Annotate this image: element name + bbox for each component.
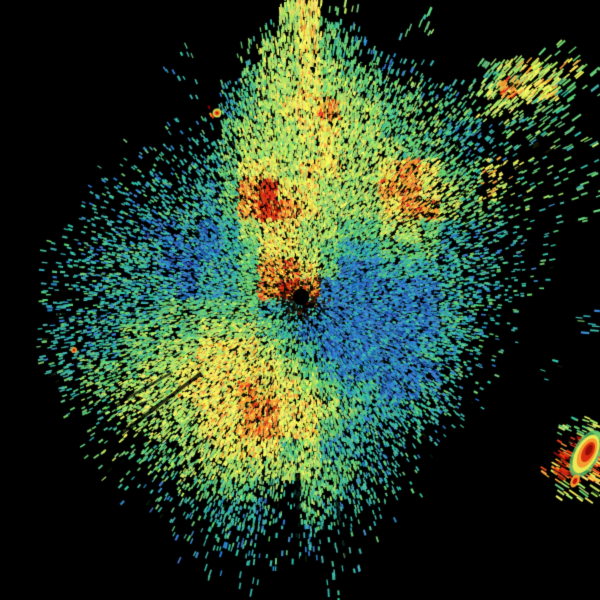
radar-ppi-canvas <box>0 0 600 600</box>
radar-display <box>0 0 600 600</box>
